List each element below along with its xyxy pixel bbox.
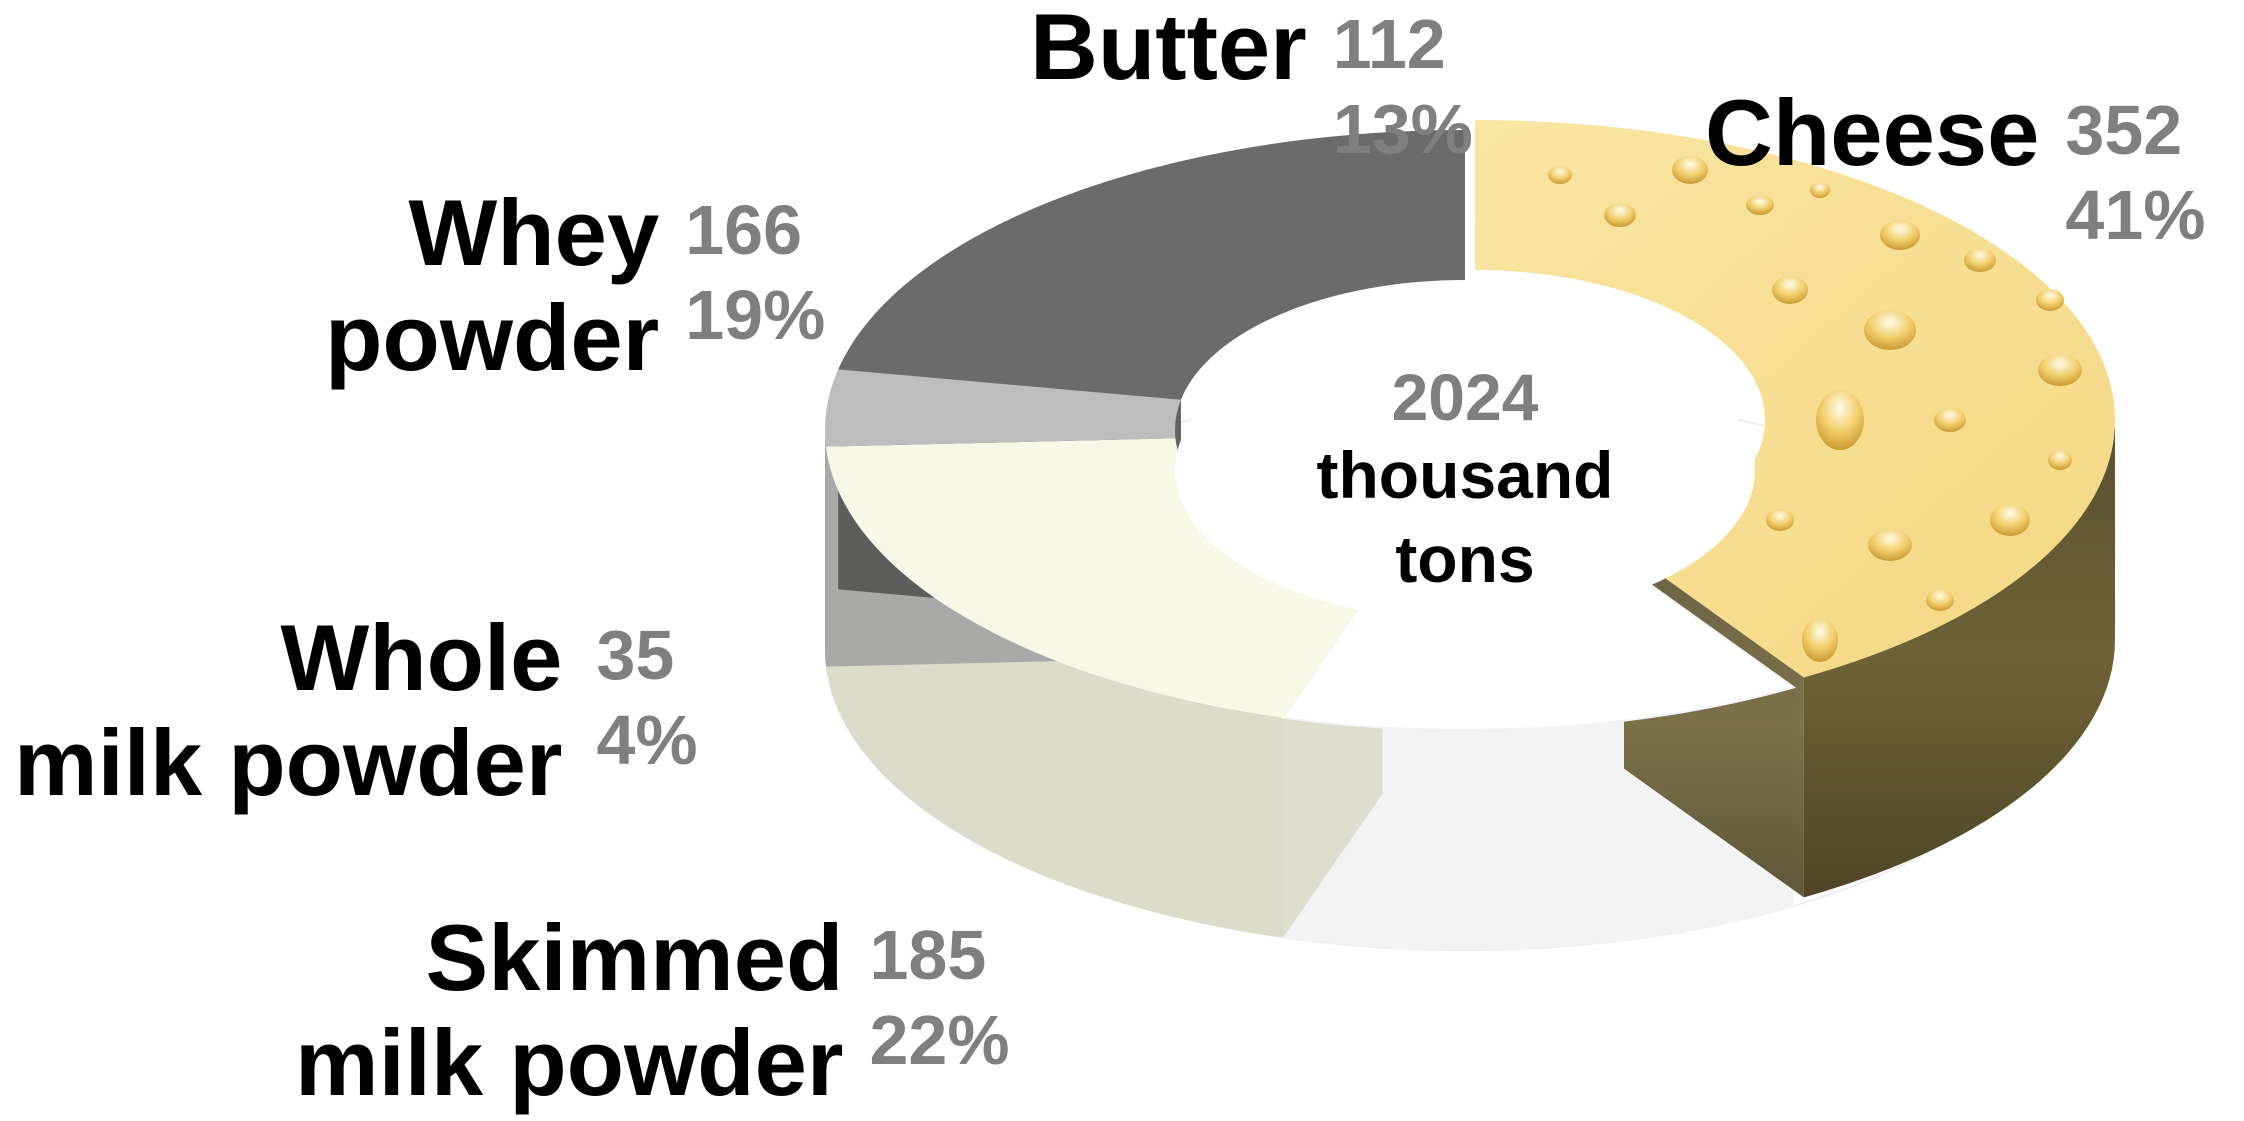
cheese-hole-19 [2048,450,2072,470]
cheese-hole-14 [1766,509,1794,531]
slice-skimmed-milk-powder [838,130,1465,400]
label-butter-percent: 13% [1332,90,1473,169]
label-whey-name-line-1: Whey [408,180,660,285]
center-label: 2024 thousand tons [1317,360,1614,596]
slice-side-2 [825,446,1284,938]
cheese-hole-13 [1990,504,2030,536]
label-whole-percent: 4% [596,701,698,780]
cheese-hole-6 [1964,248,1996,272]
center-unit-line-1: thousand [1317,438,1614,512]
label-whey-name-line-2: powder [325,285,660,391]
cheese-hole-3 [1746,195,1774,215]
label-skimmed-percent: 22% [869,1001,1010,1080]
donut-hole [1175,320,1755,620]
cheese-hole-17 [1802,618,1838,662]
cheese-hole-5 [1880,220,1920,250]
label-butter: Butter 112 13% [1030,0,1473,173]
cheese-hole-0 [1548,166,1572,184]
label-whey-value: 166 [685,191,803,269]
label-cheese: Cheese 352 41% [1705,80,2206,259]
label-cheese-value: 352 [2065,91,2183,169]
label-butter-name: Butter [1030,0,1307,99]
cheese-hole-2 [1672,156,1708,184]
center-unit-line-2: tons [1395,522,1534,596]
label-skimmed-milk-powder: Skimmed milk powder 185 22% [295,905,1010,1116]
cheese-hole-10 [1772,276,1808,304]
label-skimmed-name-line-1: Skimmed [425,905,844,1010]
cheese-hole-18 [1926,589,1954,611]
label-cheese-name: Cheese [1705,80,2040,185]
label-whey-percent: 19% [685,276,826,355]
cheese-hole-11 [1816,390,1864,450]
cheese-hole-16 [1868,529,1912,561]
label-whey-powder: Whey powder 166 19% [325,180,825,391]
slice-whey-powder [825,438,1383,718]
label-cheese-percent: 41% [2065,176,2206,255]
label-whole-name-line-1: Whole [280,605,563,710]
cheese-hole-12 [1934,408,1966,432]
slice-cheese [1475,120,2115,678]
label-whole-name-line-2: milk powder [14,710,563,816]
label-skimmed-value: 185 [869,916,987,994]
label-skimmed-name-line-2: milk powder [295,1010,844,1116]
slice-side-3 [825,430,826,667]
cheese-hole-8 [2038,354,2082,386]
cheese-hole-7 [2036,289,2064,311]
label-whole-value: 35 [596,616,675,694]
label-butter-value: 112 [1332,5,1446,83]
slice-whole-milk-powder [824,369,1181,447]
cheese-hole-1 [1604,203,1636,227]
cheese-hole-9 [1864,310,1916,350]
slice-side-0 [1803,420,2115,898]
label-whole-milk-powder: Whole milk powder 35 4% [14,605,698,816]
cheese-hole-4 [1810,182,1830,198]
center-year: 2024 [1392,360,1539,434]
